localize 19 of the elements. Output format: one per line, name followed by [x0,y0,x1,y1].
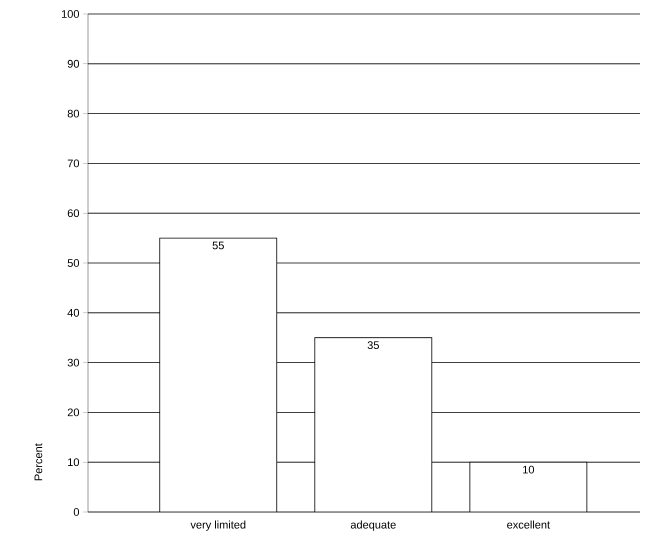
y-tick-label: 10 [68,458,80,466]
y-tick-label: 20 [68,408,80,416]
y-tick-label: 90 [68,60,80,68]
data-label: 10 [523,466,534,474]
y-tick-label: 70 [68,160,80,168]
x-tick-label: adequate [350,520,396,531]
y-tick-label: 40 [67,308,80,317]
y-axis-title: Percent [34,443,42,480]
x-tick-label: very limited [190,520,246,531]
data-label: 35 [368,341,379,350]
y-tick-label: 100 [62,10,80,18]
y-tick-label: 30 [68,358,80,366]
y-tick-label: 50 [68,259,80,267]
bar [469,462,588,512]
y-tick-label: 0 [74,508,80,516]
y-tick-label: 60 [68,209,80,218]
data-label: 55 [212,242,224,250]
y-tick-label: 80 [68,110,80,118]
x-tick-label: excellent [507,520,550,529]
